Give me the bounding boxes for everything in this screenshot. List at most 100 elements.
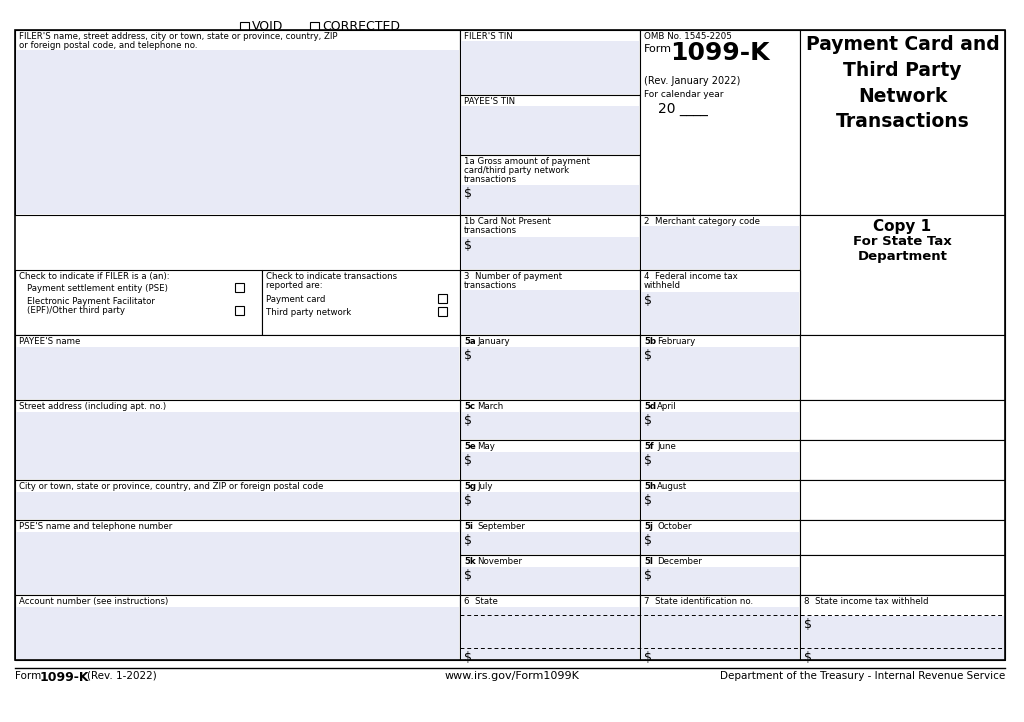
Text: $: $ [464,651,472,664]
Text: City or town, state or province, country, and ZIP or foreign postal code: City or town, state or province, country… [19,482,324,491]
Bar [461,41,639,94]
Bar [460,595,640,660]
Bar [461,492,639,519]
Bar [640,270,800,335]
Bar [800,520,1005,555]
Text: $: $ [804,651,812,664]
Text: (EPF)/Other third party: (EPF)/Other third party [27,306,125,315]
Bar [460,480,640,520]
Text: PSE'S name and telephone number: PSE'S name and telephone number [19,522,172,531]
Text: $: $ [644,454,652,467]
Text: Check to indicate transactions: Check to indicate transactions [266,272,397,281]
Bar [15,400,460,480]
Bar [460,555,640,595]
Text: FILER'S name, street address, city or town, state or province, country, ZIP: FILER'S name, street address, city or to… [19,32,338,41]
Bar [640,555,800,595]
Text: $: $ [464,187,472,200]
Text: OMB No. 1545-2205: OMB No. 1545-2205 [644,32,732,41]
Text: 5h: 5h [644,482,656,491]
Text: 7  State identification no.: 7 State identification no. [644,597,753,606]
Bar [15,520,460,595]
Bar [460,335,640,400]
Bar [800,480,1005,520]
Text: $: $ [644,414,652,427]
Text: July: July [477,482,493,491]
Bar [461,567,639,594]
Text: 5e: 5e [464,442,476,451]
Bar [461,607,639,659]
Bar [15,30,1005,660]
Text: 20 ____: 20 ____ [658,102,708,116]
Bar [800,215,1005,335]
Text: or foreign postal code, and telephone no.: or foreign postal code, and telephone no… [19,41,198,50]
Text: CORRECTED: CORRECTED [322,20,400,33]
Text: Street address (including apt. no.): Street address (including apt. no.) [19,402,166,411]
Text: 5f: 5f [644,442,653,451]
Bar [641,226,799,269]
Bar [460,95,640,155]
Bar [234,283,244,292]
Text: For calendar year: For calendar year [644,90,724,99]
Bar [15,335,460,400]
Text: February: February [657,337,695,346]
Bar [461,412,639,439]
Text: www.irs.gov/Form1099K: www.irs.gov/Form1099K [444,671,580,681]
Bar [641,452,799,479]
Bar [240,22,249,31]
Text: 5j: 5j [644,522,653,531]
Bar [460,30,640,95]
Bar [262,270,460,335]
Bar [461,290,639,334]
Text: November: November [477,557,522,566]
Text: 1a Gross amount of payment: 1a Gross amount of payment [464,157,590,166]
Text: 5g: 5g [464,482,476,491]
Text: 8  State income tax withheld: 8 State income tax withheld [804,597,929,606]
Bar [310,22,319,31]
Bar [15,480,460,520]
Bar [461,185,639,214]
Text: transactions: transactions [464,281,517,290]
Text: 5b: 5b [644,337,656,346]
Bar [800,30,1005,215]
Text: $: $ [804,618,812,631]
Text: 2  Merchant category code: 2 Merchant category code [644,217,760,226]
Text: (Rev. 1-2022): (Rev. 1-2022) [87,671,157,681]
Bar [234,306,244,315]
Text: VOID: VOID [252,20,284,33]
Text: (Rev. January 2022): (Rev. January 2022) [644,76,740,86]
Bar [641,347,799,399]
Bar [461,237,639,269]
Text: September: September [477,522,525,531]
Text: transactions: transactions [464,226,517,235]
Bar [801,616,1004,659]
Text: $: $ [464,569,472,582]
Bar [460,215,640,270]
Text: March: March [477,402,503,411]
Text: $: $ [644,494,652,507]
Text: Payment card: Payment card [266,295,326,304]
Text: PAYEE'S name: PAYEE'S name [19,337,80,346]
Text: $: $ [644,294,652,307]
Text: Form: Form [15,671,44,681]
Bar [16,492,459,519]
Bar [15,270,262,335]
Bar [640,335,800,400]
Text: 5c: 5c [464,402,475,411]
Bar [800,335,1005,400]
Bar [460,400,640,440]
Text: card/third party network: card/third party network [464,166,569,175]
Text: 5l: 5l [644,557,653,566]
Text: $: $ [464,349,472,362]
Text: FILER'S TIN: FILER'S TIN [464,32,513,41]
Bar [461,106,639,154]
Text: Copy 1: Copy 1 [873,219,932,234]
Bar [16,532,459,594]
Text: Payment settlement entity (PSE): Payment settlement entity (PSE) [27,284,168,293]
Text: 6  State: 6 State [464,597,498,606]
Text: Account number (see instructions): Account number (see instructions) [19,597,168,606]
Bar [641,292,799,334]
Bar [460,520,640,555]
Text: $: $ [644,349,652,362]
Bar [800,440,1005,480]
Text: $: $ [644,534,652,547]
